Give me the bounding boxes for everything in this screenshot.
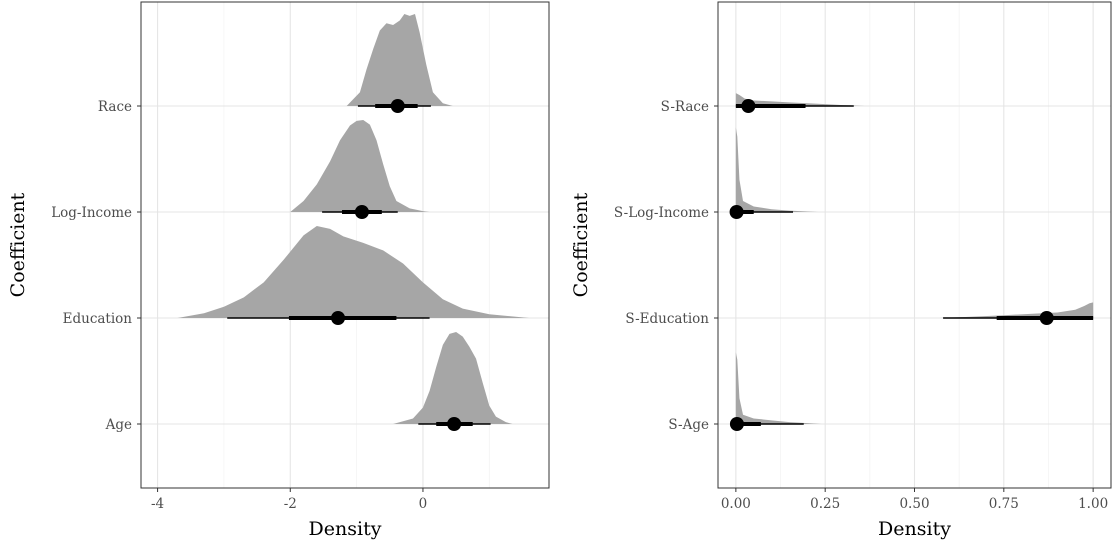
panel-1-xtick-label: -4 [151, 496, 164, 512]
panel-1-point-log-income [354, 205, 369, 219]
panel-2-xtick-label: 0.00 [721, 496, 751, 512]
panel-1-density-log-income [290, 120, 430, 212]
panel-1-density-education [177, 226, 530, 318]
panel-2-ytick-label-s-age: S-Age [668, 417, 709, 433]
panel-1-xtick-label: -2 [284, 496, 297, 512]
panel-2-xtick-label: 0.50 [899, 496, 929, 512]
panel-1-ytick-label-race: Race [98, 99, 132, 115]
panel-2-ytick-label-s-log-income: S-Log-Income [614, 205, 709, 221]
panel-2-xtick-label: 1.00 [1078, 496, 1108, 512]
panel-1-ytick-label-age: Age [105, 417, 132, 433]
panel-2-density-s-age [735, 352, 822, 424]
panel-1-density-race [346, 14, 453, 106]
panel-1-ytick-label-log-income: Log-Income [51, 205, 132, 221]
panel-1-border [140, 1, 550, 489]
panel-2-ytick-label-s-education: S-Education [625, 311, 709, 327]
panel-1-point-education [331, 311, 346, 325]
panel-2-ytick-label-s-race: S-Race [661, 99, 709, 115]
panel-1-y-axis-title: Coefficient [7, 192, 29, 297]
panel-2-density-s-log-income [735, 127, 819, 212]
panel-1-point-race [390, 99, 405, 113]
panel-2-x-axis-title: Density [878, 518, 951, 540]
panel-2-xtick-label: 0.25 [810, 496, 840, 512]
panel-1-density-age [393, 332, 513, 424]
panel-2-point-s-log-income [729, 205, 744, 219]
panel-1-xtick-label: 0 [419, 496, 428, 512]
panel-2-xtick-label: 0.75 [989, 496, 1019, 512]
panel-2-point-s-education [1039, 311, 1054, 325]
panel-2-y-axis-title: Coefficient [570, 192, 592, 297]
panel-2-point-s-age [729, 417, 744, 431]
panel-1-point-age [447, 417, 462, 431]
panel-1-x-axis-title: Density [309, 518, 382, 540]
panel-1-ytick-label-education: Education [63, 311, 133, 327]
panel-2-density-s-education [939, 302, 1094, 318]
panel-2-point-s-race [741, 99, 756, 113]
panel-2-density-s-race [735, 93, 865, 106]
